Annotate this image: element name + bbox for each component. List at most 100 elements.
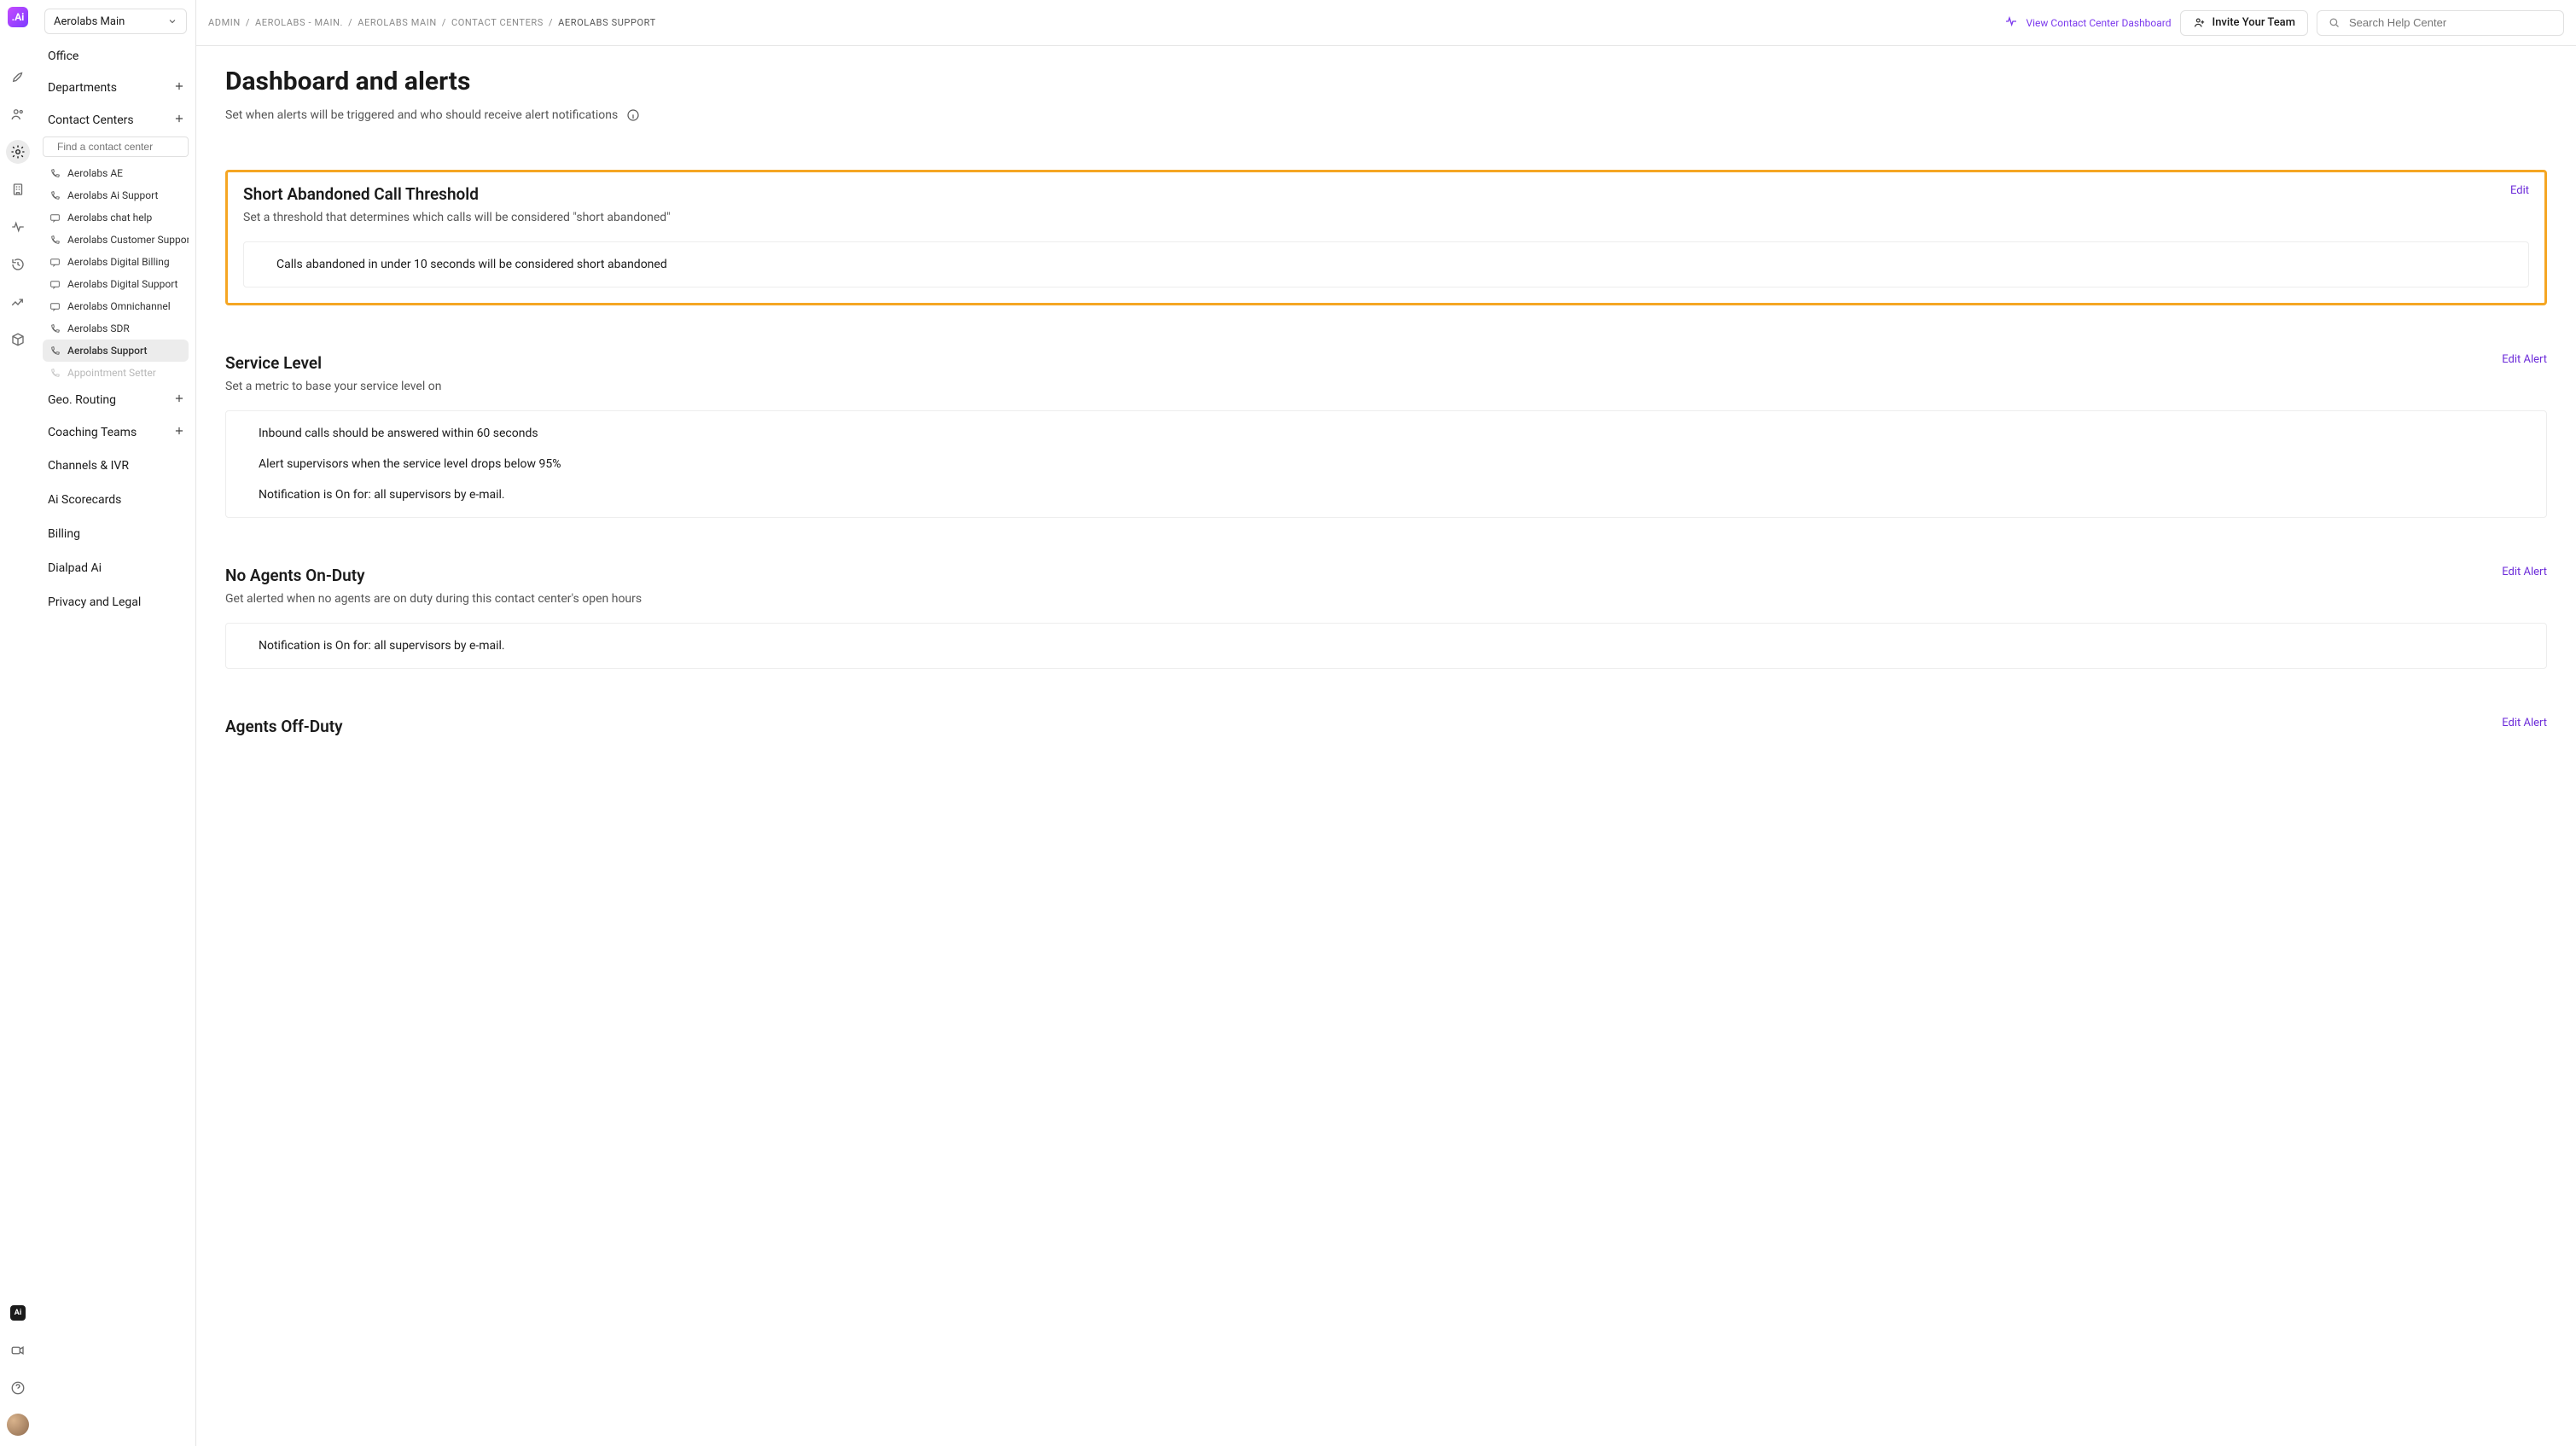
- alert-title: Agents Off-Duty: [225, 717, 343, 736]
- topbar: ADMIN/AEROLABS - MAIN./AEROLABS MAIN/CON…: [196, 0, 2576, 46]
- contact-center-item-label: Aerolabs Digital Support: [67, 278, 177, 290]
- rail-settings[interactable]: [6, 140, 30, 164]
- plus-icon[interactable]: [173, 113, 185, 128]
- sidebar-coaching-teams[interactable]: Coaching Teams: [36, 416, 195, 449]
- contact-center-item[interactable]: Aerolabs Omnichannel: [43, 295, 189, 317]
- help-search[interactable]: [2317, 10, 2564, 36]
- alert-line: Inbound calls should be answered within …: [259, 427, 2514, 440]
- contact-center-item[interactable]: Aerolabs Customer Support: [43, 229, 189, 251]
- breadcrumb: ADMIN/AEROLABS - MAIN./AEROLABS MAIN/CON…: [208, 17, 656, 28]
- invite-icon: [2193, 16, 2206, 29]
- gear-icon: [10, 144, 26, 160]
- sidebar-label: Contact Centers: [48, 113, 134, 127]
- alert-desc: Set a threshold that determines which ca…: [243, 211, 671, 224]
- rail-cube[interactable]: [6, 328, 30, 351]
- building-icon: [10, 182, 26, 197]
- alert-line: Notification is On for: all supervisors …: [259, 488, 2514, 502]
- alert-line: Calls abandoned in under 10 seconds will…: [276, 258, 2496, 271]
- breadcrumb-link[interactable]: CONTACT CENTERS: [451, 17, 544, 28]
- user-avatar[interactable]: [7, 1414, 29, 1436]
- main-pane: ADMIN/AEROLABS - MAIN./AEROLABS MAIN/CON…: [196, 0, 2576, 1446]
- breadcrumb-sep: /: [348, 17, 352, 28]
- chevron-down-icon: [167, 16, 177, 26]
- invite-team-button[interactable]: Invite Your Team: [2180, 10, 2308, 36]
- breadcrumb-link[interactable]: AEROLABS MAIN: [358, 17, 437, 28]
- sidebar-office[interactable]: Office: [36, 41, 195, 72]
- sidebar-links: Channels & IVR Ai Scorecards Billing Dia…: [36, 449, 195, 619]
- rail-rocket[interactable]: [6, 65, 30, 89]
- contact-center-item[interactable]: Appointment Setter: [43, 362, 189, 384]
- page-subtitle-row: Set when alerts will be triggered and wh…: [225, 108, 2547, 122]
- sidebar-contact-centers[interactable]: Contact Centers: [36, 104, 195, 136]
- breadcrumb-sep: /: [549, 17, 553, 28]
- edit-button[interactable]: Edit: [2510, 184, 2529, 197]
- contact-center-item[interactable]: Aerolabs SDR: [43, 317, 189, 340]
- plus-icon[interactable]: [173, 80, 185, 96]
- rail-ai-app[interactable]: Ai: [6, 1301, 30, 1325]
- sidebar-geo-routing[interactable]: Geo. Routing: [36, 384, 195, 416]
- edit-alert-button[interactable]: Edit Alert: [2502, 717, 2547, 729]
- breadcrumb-current: AEROLABS SUPPORT: [558, 17, 656, 28]
- content-scroll[interactable]: Dashboard and alerts Set when alerts wil…: [196, 46, 2576, 1446]
- breadcrumb-link[interactable]: ADMIN: [208, 17, 241, 28]
- workspace-select[interactable]: Aerolabs Main: [44, 9, 187, 34]
- rocket-icon: [10, 69, 26, 84]
- phone-icon: [49, 235, 61, 246]
- contact-center-search[interactable]: [43, 136, 189, 157]
- rail-video[interactable]: [6, 1339, 30, 1362]
- sidebar-billing[interactable]: Billing: [36, 517, 195, 551]
- rail-contacts[interactable]: [6, 102, 30, 126]
- sidebar-dialpad-ai[interactable]: Dialpad Ai: [36, 551, 195, 585]
- contact-center-item[interactable]: Aerolabs Digital Support: [43, 273, 189, 295]
- view-dashboard-link[interactable]: View Contact Center Dashboard: [2026, 17, 2172, 29]
- sidebar-label: Channels & IVR: [48, 459, 129, 473]
- alert-line: Notification is On for: all supervisors …: [259, 639, 2514, 653]
- app-shell: .Ai Ai: [0, 0, 2576, 1446]
- plus-icon[interactable]: [173, 392, 185, 408]
- rail-activity[interactable]: [6, 215, 30, 239]
- sidebar-privacy-legal[interactable]: Privacy and Legal: [36, 585, 195, 619]
- sidebar-channels-ivr[interactable]: Channels & IVR: [36, 449, 195, 483]
- page-subtitle: Set when alerts will be triggered and wh…: [225, 108, 618, 122]
- contact-center-item[interactable]: Aerolabs chat help: [43, 206, 189, 229]
- contact-center-item[interactable]: Aerolabs AE: [43, 162, 189, 184]
- breadcrumb-link[interactable]: AEROLABS - MAIN.: [255, 17, 343, 28]
- rail-trend[interactable]: [6, 290, 30, 314]
- contact-center-item-label: Aerolabs Customer Support: [67, 234, 189, 246]
- contact-center-item[interactable]: Aerolabs Support: [43, 340, 189, 362]
- alert-head: Agents Off-Duty Edit Alert: [225, 717, 2547, 743]
- alert-body: Notification is On for: all supervisors …: [225, 623, 2547, 669]
- rail-help[interactable]: [6, 1376, 30, 1400]
- app-logo[interactable]: .Ai: [8, 7, 28, 27]
- alert-body: Calls abandoned in under 10 seconds will…: [243, 241, 2529, 287]
- sidebar-label: Office: [48, 49, 79, 63]
- sidebar: Aerolabs Main Office Departments Contact…: [36, 0, 196, 1446]
- alert-desc: Get alerted when no agents are on duty d…: [225, 592, 642, 606]
- alert-no-agents: No Agents On-Duty Get alerted when no ag…: [225, 566, 2547, 669]
- sidebar-label: Ai Scorecards: [48, 493, 121, 507]
- contact-center-item-label: Aerolabs AE: [67, 167, 123, 179]
- contact-center-item-label: Aerolabs Ai Support: [67, 189, 158, 201]
- workspace-selected-label: Aerolabs Main: [54, 15, 125, 28]
- contact-center-item[interactable]: Aerolabs Digital Billing: [43, 251, 189, 273]
- app-logo-label: .Ai: [12, 11, 25, 23]
- sidebar-ai-scorecards[interactable]: Ai Scorecards: [36, 483, 195, 517]
- sidebar-label: Privacy and Legal: [48, 595, 141, 609]
- info-icon[interactable]: [626, 108, 640, 122]
- rail-building[interactable]: [6, 177, 30, 201]
- alert-head: No Agents On-Duty Get alerted when no ag…: [225, 566, 2547, 623]
- edit-alert-button[interactable]: Edit Alert: [2502, 566, 2547, 578]
- trend-icon: [10, 294, 26, 310]
- sidebar-departments[interactable]: Departments: [36, 72, 195, 104]
- contact-center-search-input[interactable]: [57, 141, 189, 153]
- edit-alert-button[interactable]: Edit Alert: [2502, 353, 2547, 366]
- rail-history[interactable]: [6, 253, 30, 276]
- sidebar-label: Dialpad Ai: [48, 561, 102, 575]
- contact-center-item[interactable]: Aerolabs Ai Support: [43, 184, 189, 206]
- icon-rail: .Ai Ai: [0, 0, 36, 1446]
- help-search-input[interactable]: [2349, 16, 2553, 29]
- plus-icon[interactable]: [173, 425, 185, 440]
- alert-short-abandoned: Short Abandoned Call Threshold Set a thr…: [225, 170, 2547, 305]
- alert-desc: Set a metric to base your service level …: [225, 380, 441, 393]
- history-icon: [10, 257, 26, 272]
